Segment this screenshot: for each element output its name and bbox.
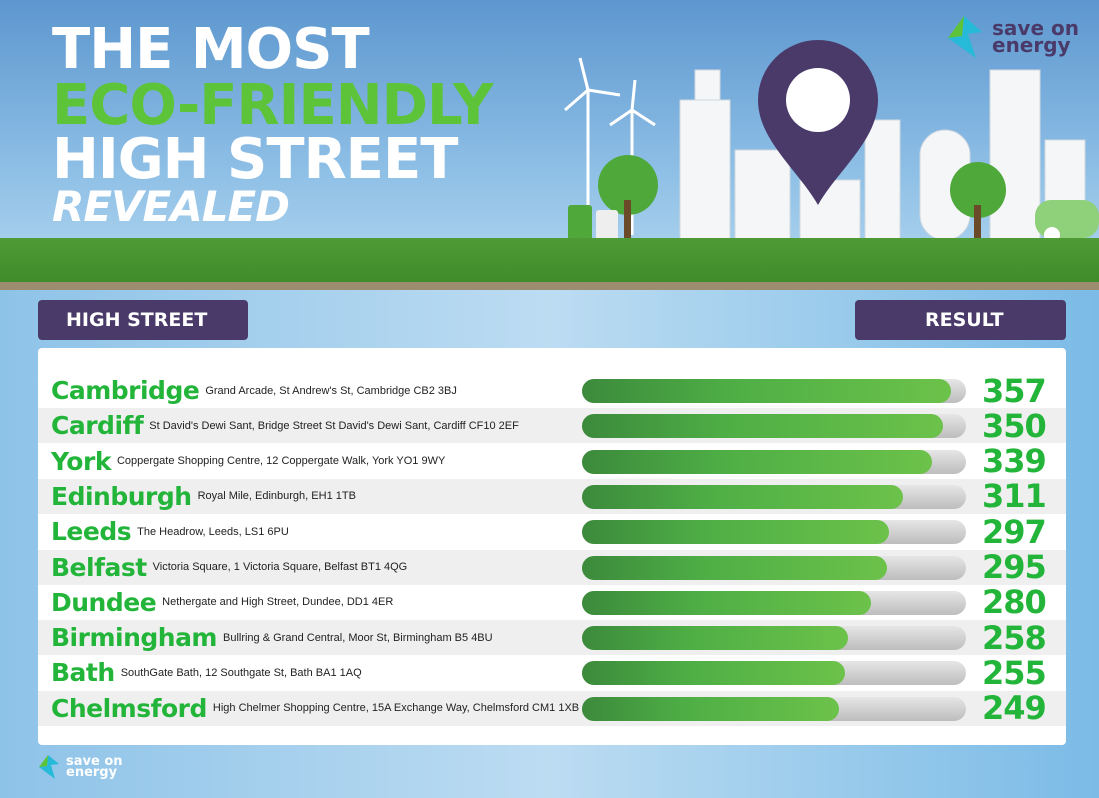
- road-strip: [0, 282, 1099, 290]
- bar-track: [582, 520, 966, 545]
- bar-track: [582, 696, 966, 721]
- city-name: Bath: [51, 658, 115, 688]
- value-label: 297: [982, 512, 1047, 551]
- table-row: Belfast Victoria Square, 1 Victoria Squa…: [38, 548, 1066, 586]
- result-header: RESULT: [855, 300, 1066, 340]
- table-row: Cambridge Grand Arcade, St Andrew's St, …: [38, 371, 1066, 410]
- value-label: 311: [982, 477, 1047, 516]
- value-label: 258: [982, 618, 1047, 657]
- bar: [582, 696, 839, 721]
- title-line-2: ECO-FRIENDLY: [52, 73, 494, 138]
- address: St David's Dewi Sant, Bridge Street St D…: [149, 419, 519, 432]
- footer-logo: save on energy: [36, 754, 123, 780]
- high-street-header: HIGH STREET: [38, 300, 248, 340]
- bar-track: [582, 414, 966, 439]
- value-label: 255: [982, 653, 1047, 692]
- address: Royal Mile, Edinburgh, EH1 1TB: [197, 490, 356, 503]
- table-row: Cardiff St David's Dewi Sant, Bridge Str…: [38, 406, 1066, 445]
- bar: [582, 626, 849, 651]
- table-row: Birmingham Bullring & Grand Central, Moo…: [38, 618, 1066, 657]
- table-row: Edinburgh Royal Mile, Edinburgh, EH1 1TB…: [38, 477, 1066, 516]
- title-line-1: THE MOST: [52, 17, 370, 82]
- bar: [582, 484, 903, 509]
- value-label: 339: [982, 442, 1047, 481]
- hero-banner: THE MOST ECO-FRIENDLY HIGH STREET REVEAL…: [0, 0, 1099, 290]
- bar-track: [582, 484, 966, 509]
- address: Grand Arcade, St Andrew's St, Cambridge …: [205, 384, 457, 397]
- bar: [582, 449, 932, 474]
- bar: [582, 590, 871, 615]
- bar: [582, 379, 951, 403]
- value-label: 280: [982, 583, 1047, 622]
- address: The Headrow, Leeds, LS1 6PU: [137, 525, 289, 538]
- address: Nethergate and High Street, Dundee, DD1 …: [162, 596, 394, 609]
- ranking-table: Cambridge Grand Arcade, St Andrew's St, …: [38, 348, 1066, 745]
- logo-text-1: save on: [992, 16, 1079, 40]
- address: High Chelmer Shopping Centre, 15A Exchan…: [212, 702, 580, 715]
- table-row: Leeds The Headrow, Leeds, LS1 6PU 297: [38, 512, 1066, 551]
- title-line-3: HIGH STREET: [52, 127, 458, 192]
- city-name: Cambridge: [51, 376, 200, 405]
- bar: [582, 414, 944, 439]
- logo-text-1: save on: [66, 753, 123, 769]
- city-name: Belfast: [51, 552, 147, 582]
- value-label: 249: [982, 689, 1047, 728]
- city-name: Cardiff: [51, 411, 144, 441]
- address: Bullring & Grand Central, Moor St, Birmi…: [222, 631, 493, 644]
- bar-track: [582, 449, 966, 474]
- address: Victoria Square, 1 Victoria Square, Belf…: [152, 561, 408, 573]
- city-name: Dundee: [51, 587, 157, 617]
- bar-track: [582, 626, 966, 651]
- table-row: Dundee Nethergate and High Street, Dunde…: [38, 583, 1066, 622]
- city-name: Birmingham: [51, 623, 217, 653]
- bar: [582, 661, 846, 686]
- bar-track: [582, 590, 966, 615]
- logo-text-2: energy: [992, 33, 1071, 57]
- bar: [582, 555, 887, 580]
- bar-track: [582, 661, 966, 686]
- table-row: Chelmsford High Chelmer Shopping Centre,…: [38, 689, 1066, 728]
- city-name: Leeds: [51, 517, 132, 547]
- bolt-icon: [948, 16, 982, 58]
- value-label: 357: [982, 371, 1047, 410]
- address: SouthGate Bath, 12 Southgate St, Bath BA…: [120, 666, 362, 679]
- brand-logo: save on energy: [942, 14, 1079, 60]
- bolt-icon: [39, 755, 59, 779]
- address: Coppergate Shopping Centre, 12 Coppergat…: [116, 455, 446, 468]
- logo-text-2: energy: [66, 765, 118, 780]
- city-name: Edinburgh: [51, 481, 192, 511]
- bar-track: [582, 555, 966, 580]
- value-label: 350: [982, 406, 1047, 445]
- city-name: Chelmsford: [51, 693, 207, 723]
- table-row: Bath SouthGate Bath, 12 Southgate St, Ba…: [38, 653, 1066, 692]
- title-line-4: REVEALED: [52, 182, 290, 231]
- bar: [582, 520, 889, 545]
- city-name: York: [51, 446, 111, 476]
- value-label: 295: [982, 548, 1047, 586]
- grass-strip: [0, 238, 1099, 284]
- bar-track: [582, 379, 966, 403]
- table-row: York Coppergate Shopping Centre, 12 Copp…: [38, 442, 1066, 481]
